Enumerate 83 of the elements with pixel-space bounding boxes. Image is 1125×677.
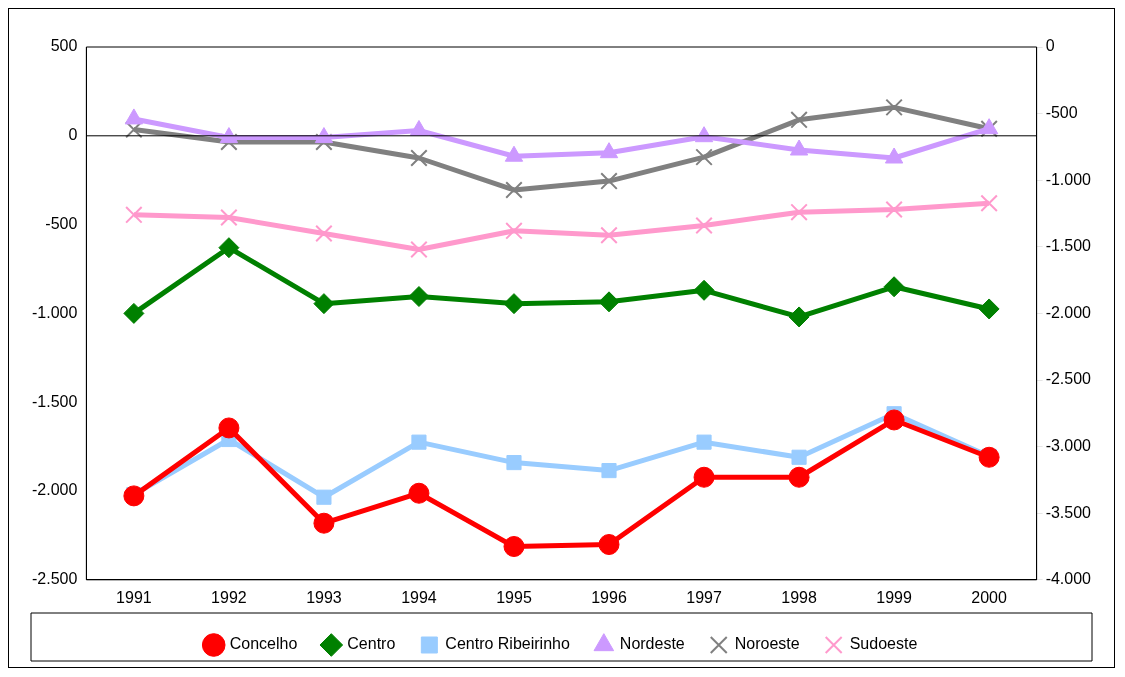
x-tick-label: 1998 — [781, 588, 817, 606]
point — [599, 142, 619, 159]
x-tick-label: 1996 — [591, 588, 627, 606]
y-tick-label: -1.000 — [31, 303, 78, 321]
y2-tick-label: 0 — [1045, 37, 1055, 55]
legend-label: Noroeste — [734, 635, 800, 653]
point — [503, 293, 525, 315]
point — [315, 133, 333, 151]
point — [410, 240, 428, 259]
x-tick-label: 1992 — [211, 588, 247, 606]
point — [885, 200, 903, 219]
point — [693, 466, 715, 488]
point — [314, 127, 334, 144]
point — [791, 449, 807, 465]
y2-tick-label: -1.000 — [1045, 170, 1092, 188]
point — [503, 536, 525, 557]
point — [788, 306, 810, 328]
point — [218, 417, 240, 439]
point — [695, 148, 713, 166]
y2-tick-label: -3.500 — [1045, 503, 1092, 521]
point — [695, 216, 713, 235]
y2-tick-label: -2.500 — [1045, 370, 1092, 388]
point — [978, 298, 1000, 320]
point — [218, 237, 240, 259]
x-tick-label: 1991 — [116, 588, 152, 606]
point — [600, 226, 618, 245]
point — [410, 149, 428, 167]
point — [411, 434, 427, 450]
point — [790, 203, 808, 221]
point — [220, 208, 238, 227]
x-tick-label: 1995 — [496, 588, 532, 606]
point — [408, 482, 430, 504]
y-tick-label: -2.000 — [31, 481, 78, 499]
point — [315, 224, 333, 243]
point — [978, 446, 1000, 468]
point — [125, 206, 143, 224]
x-tick-label: 2000 — [971, 588, 1008, 606]
point — [601, 463, 617, 479]
point — [220, 133, 238, 151]
y2-tick-label: -3.000 — [1045, 437, 1092, 455]
point — [883, 409, 905, 431]
point — [124, 108, 144, 125]
y-tick-label: 500 — [50, 37, 78, 55]
x-tick-label: 1994 — [401, 588, 437, 606]
point — [980, 194, 998, 213]
x-tick-label: 1997 — [686, 588, 722, 606]
legend-label: Centro — [347, 635, 396, 653]
point — [123, 302, 145, 324]
y2-tick-label: -2.000 — [1045, 303, 1092, 321]
point — [883, 276, 905, 298]
point — [598, 291, 620, 313]
y-tick-label: -2.500 — [31, 570, 78, 588]
point — [313, 293, 335, 315]
point — [313, 512, 335, 534]
legend-label: Sudoeste — [849, 635, 918, 653]
y-tick-label: -1.500 — [31, 392, 78, 410]
point — [505, 222, 523, 240]
point — [789, 139, 809, 156]
point — [506, 455, 522, 471]
point — [408, 286, 430, 308]
point — [696, 434, 712, 450]
legend-label: Nordeste — [619, 635, 685, 653]
y-tick-label: -500 — [45, 215, 78, 233]
point — [790, 111, 808, 129]
point — [219, 127, 239, 144]
point — [123, 485, 145, 507]
point — [505, 181, 523, 199]
y2-tick-label: -4.000 — [1045, 570, 1092, 588]
point — [885, 98, 903, 117]
point — [693, 279, 715, 301]
point — [598, 534, 620, 555]
point — [884, 147, 904, 164]
y-tick-label: 0 — [68, 126, 78, 144]
point — [788, 466, 810, 488]
point — [694, 126, 714, 143]
x-tick-label: 1999 — [876, 588, 912, 606]
legend-label: Concelho — [229, 635, 298, 653]
y2-tick-label: -1.500 — [1045, 237, 1092, 255]
legend-label: Centro Ribeirinho — [445, 635, 570, 653]
point — [600, 172, 618, 190]
x-tick-label: 1993 — [306, 588, 342, 606]
point — [316, 489, 332, 505]
y2-tick-label: -500 — [1045, 104, 1078, 122]
